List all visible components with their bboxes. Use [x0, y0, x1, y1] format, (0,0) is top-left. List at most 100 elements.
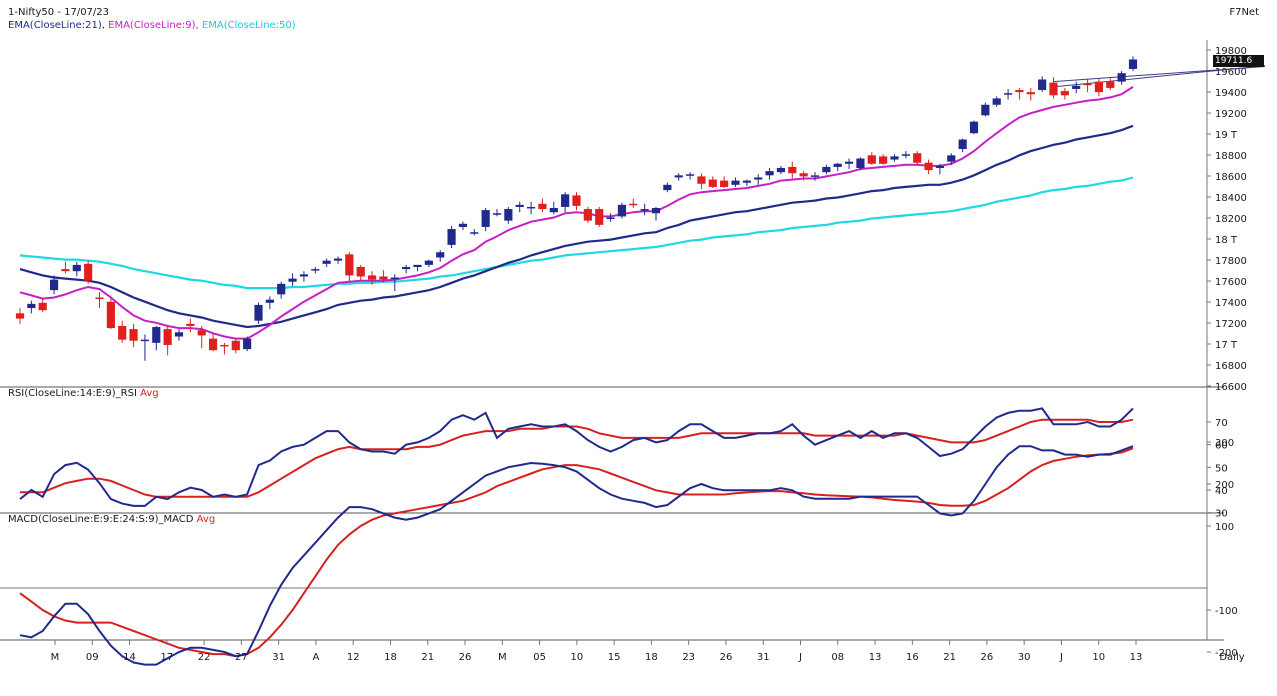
ema9-legend: EMA(CloseLine:9),	[108, 20, 199, 31]
candle-body	[231, 340, 240, 351]
candle-body	[458, 223, 468, 227]
candle-body	[265, 299, 274, 303]
candle-body	[436, 252, 445, 258]
candle	[708, 176, 717, 188]
x-tick-label: 18	[384, 652, 397, 663]
candle-body	[356, 266, 365, 277]
candle-body	[765, 171, 774, 176]
candle-body	[1117, 73, 1126, 82]
x-tick-label: 21	[421, 652, 434, 663]
candle	[84, 260, 93, 284]
candle-body	[776, 167, 786, 173]
candle-body	[651, 208, 661, 214]
candle	[345, 252, 354, 282]
candle-body	[526, 206, 536, 209]
rsi-panel-label: RSI(CloseLine:14:E:9)_RSI Avg	[8, 388, 159, 399]
price-tick-label: 19400	[1215, 88, 1247, 99]
candle-body	[299, 274, 309, 277]
macd-label: MACD(CloseLine:E:9:E:24:S:9)_MACD	[8, 514, 194, 525]
candle-body	[674, 175, 683, 178]
candle-body	[958, 139, 967, 150]
macd-avg-line	[19, 447, 1134, 658]
candle-body	[38, 302, 47, 311]
candle	[254, 302, 263, 324]
x-tick-label: 13	[869, 652, 882, 663]
candle-body	[413, 264, 422, 267]
x-tick-label: J	[798, 652, 802, 663]
price-tick-label: 18800	[1215, 151, 1247, 162]
candle-body	[617, 204, 627, 217]
candle-body	[788, 166, 797, 174]
candle	[72, 261, 81, 277]
candle	[981, 102, 990, 117]
x-tick-label: M	[51, 652, 60, 663]
price-tick-label: 16800	[1215, 361, 1247, 372]
candle-body	[492, 213, 502, 215]
candle	[413, 264, 422, 272]
candle	[526, 201, 536, 215]
candle-body	[561, 194, 570, 207]
candle	[538, 198, 547, 213]
price-tick-label: 18400	[1215, 193, 1247, 204]
rsi-tick-label: 50	[1215, 463, 1228, 474]
price-tick-label: 17 T	[1215, 340, 1238, 351]
candle	[561, 192, 570, 213]
candle	[265, 296, 274, 310]
candle-body	[95, 297, 104, 300]
x-tick-label: 15	[608, 652, 621, 663]
candle-body	[663, 184, 672, 191]
x-tick-label: 18	[645, 652, 658, 663]
x-tick-label: M	[498, 652, 507, 663]
candle-body	[118, 325, 127, 340]
candle	[243, 336, 252, 352]
candle	[992, 96, 1001, 107]
candle	[95, 292, 104, 309]
candle	[833, 162, 842, 172]
candle	[379, 270, 388, 283]
candle	[901, 151, 910, 159]
candle-body	[129, 329, 138, 341]
candle-body	[981, 104, 990, 116]
candle-body	[367, 275, 377, 280]
candle	[515, 201, 524, 213]
candle-body	[333, 258, 343, 261]
candle-body	[84, 263, 93, 281]
candle	[402, 264, 411, 274]
candle-body	[890, 156, 899, 160]
rsi-avg-label: Avg	[140, 388, 159, 399]
candle	[1128, 56, 1138, 72]
candle	[776, 165, 786, 175]
candle	[390, 274, 399, 292]
candle-body	[1038, 79, 1047, 91]
candle-body	[61, 269, 70, 272]
candle	[447, 225, 456, 249]
candle	[186, 318, 195, 333]
candle-body	[277, 283, 286, 295]
x-tick-label: 23	[682, 652, 695, 663]
x-tick-label: 08	[831, 652, 844, 663]
x-tick-label: 10	[570, 652, 583, 663]
x-tick-label: 13	[1130, 652, 1143, 663]
candle	[1072, 81, 1081, 94]
candle-body	[470, 232, 479, 234]
candle	[333, 256, 343, 264]
x-tick-label: 10	[1092, 652, 1105, 663]
candle	[140, 334, 150, 361]
candle	[197, 325, 206, 349]
candle-body	[447, 229, 456, 245]
x-tick-label: A	[313, 652, 320, 663]
x-tick-label: 31	[757, 652, 770, 663]
candle	[731, 177, 740, 187]
candle	[663, 182, 672, 193]
macd-tick-label: 100	[1215, 522, 1234, 533]
candle	[822, 164, 831, 175]
candle	[913, 151, 922, 166]
candle	[231, 338, 240, 354]
x-tick-label: 26	[459, 652, 472, 663]
candle-body	[504, 209, 513, 221]
candle	[810, 172, 820, 181]
x-tick-label: 22	[198, 652, 211, 663]
x-tick-label: 26	[720, 652, 733, 663]
candle	[720, 176, 729, 188]
